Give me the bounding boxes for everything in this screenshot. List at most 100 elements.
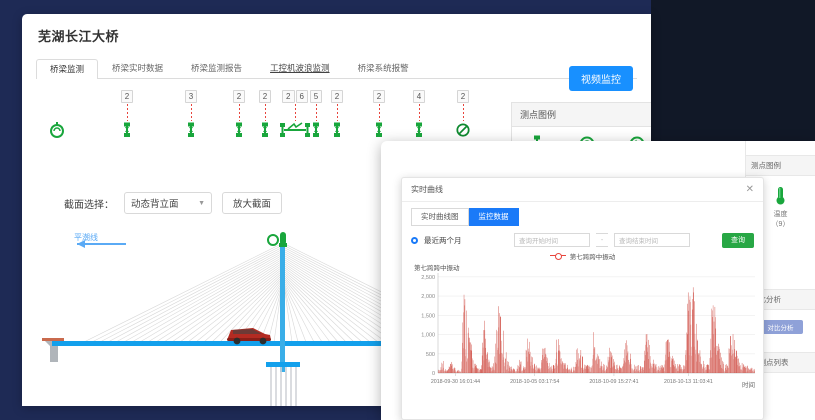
bridge-cables-left (83, 243, 282, 343)
sensor-group-0[interactable] (50, 122, 64, 143)
tide-arrow-icon (77, 240, 126, 248)
sensor-connector-line (294, 104, 296, 121)
sensor-badge: 2 (232, 90, 246, 103)
section-selector-value: 动态背立面 (131, 199, 179, 210)
sensor-group-1[interactable]: 2 (120, 90, 134, 143)
sensor-badge-row: 3 (184, 90, 198, 103)
query-button[interactable]: 查询 (722, 232, 754, 248)
page-title: 芜湖长江大桥 (38, 29, 120, 44)
sensor-badge-row: 2 (330, 90, 344, 103)
sensor-badge: 2 (258, 90, 272, 103)
video-monitoring-button[interactable]: 视频监控 (569, 66, 633, 91)
sensor-connector-line (378, 104, 380, 121)
sensor-icon[interactable] (258, 122, 272, 143)
sensor-connector-line (190, 104, 192, 121)
sensor-connector-line (315, 104, 317, 121)
chart-xlabel: 时间 (742, 381, 755, 389)
sensor-badge-row: 5 (309, 90, 323, 103)
sidebar-legend-header: 测点图例 (746, 155, 815, 176)
recent-two-months-label: 最近两个月 (424, 235, 462, 245)
svg-text:1,000: 1,000 (421, 332, 435, 338)
sensor-icon[interactable] (232, 122, 246, 143)
sensor-group-6[interactable]: 5 (309, 90, 323, 143)
sensor-badge-row: 4 (412, 90, 426, 103)
section-selector-label: 截面选择： (64, 199, 114, 211)
compare-analysis-button[interactable]: 对比分析 (758, 320, 803, 334)
sensor-badge-row: 2 (232, 90, 246, 103)
sensor-group-3[interactable]: 2 (232, 90, 246, 143)
sensor-badge: 3 (184, 90, 198, 103)
sensor-badge: 6 (295, 90, 308, 103)
sensor-badge-row: 2 (120, 90, 134, 103)
modal-title: 实时曲线 (411, 185, 443, 194)
close-icon[interactable]: ✕ (745, 183, 754, 195)
start-date-input[interactable]: 查询开始时间 (514, 233, 590, 247)
section-selector-dropdown[interactable]: 动态背立面 ▼ (124, 192, 212, 214)
chart-canvas: 500 1,000 1,500 2,000 2,500 0 2018-09-30 16:01… (421, 272, 755, 385)
chart-legend[interactable]: 第七跨跨中振动 (402, 251, 763, 261)
modal-tab-1[interactable]: 监控数据 (468, 208, 519, 226)
sensor-group-10[interactable]: 2 (456, 90, 470, 143)
vehicle-icon (227, 328, 271, 345)
zoom-section-button[interactable]: 放大截面 (222, 192, 283, 214)
realtime-curve-modal: 实时曲线 ✕ 实时曲线图 监控数据 最近两个月 查询开始时间 - 查询结束时间 查… (401, 177, 764, 420)
sensor-badge-row: 2 (258, 90, 272, 103)
legend-series-label: 第七跨跨中振动 (569, 253, 616, 261)
sensor-badge: 2 (372, 90, 386, 103)
legend-series-marker-icon (549, 252, 566, 260)
sensor-connector-line (238, 104, 240, 121)
vibration-chart: 第七跨跨中振动 500 1,000 1,500 2,000 2,500 0 2018-09-… (408, 263, 757, 403)
sensor-badge: 5 (309, 90, 323, 103)
pylon-sensor-icons[interactable] (267, 232, 287, 247)
sensor-icon[interactable] (330, 122, 344, 143)
recent-two-months-radio[interactable] (411, 236, 418, 244)
vibration-icon[interactable] (280, 122, 310, 143)
tab-4[interactable]: 桥梁系统报警 (357, 62, 409, 73)
sidebar-temperature-sensor[interactable]: 温度 （9） (746, 176, 815, 244)
sidebar-sensor-count: （9） (771, 221, 790, 228)
section-selector-row: 截面选择： 动态背立面 ▼ 放大截面 (64, 192, 283, 214)
sensor-badge: 2 (456, 90, 470, 103)
sensor-group-2[interactable]: 3 (184, 90, 198, 143)
bridge-pile-cap (266, 362, 300, 367)
sensor-group-4[interactable]: 2 (258, 90, 272, 143)
bridge-piles (270, 367, 297, 406)
svg-text:2018-10-13 11:03:41: 2018-10-13 11:03:41 (664, 379, 713, 385)
svg-text:2,000: 2,000 (421, 294, 435, 300)
alarm-bell-icon[interactable] (50, 122, 64, 143)
sensor-group-7[interactable]: 2 (330, 90, 344, 143)
sidebar-sensor-caption: 温度 (773, 211, 788, 218)
svg-text:1,500: 1,500 (421, 313, 435, 319)
tab-0[interactable]: 桥梁监测 (36, 58, 99, 79)
legend-panel-title: 测点图例 (512, 103, 651, 127)
modal-tab-0[interactable]: 实时曲线图 (411, 208, 469, 226)
sensor-group-8[interactable]: 2 (372, 90, 386, 143)
svg-text:2018-10-09 15:27:41: 2018-10-09 15:27:41 (589, 379, 638, 385)
chart-title: 第七跨跨中振动 (414, 264, 460, 272)
modal-filter-row: 最近两个月 查询开始时间 - 查询结束时间 查询 (402, 226, 763, 250)
sensor-icon[interactable] (309, 122, 323, 143)
svg-text:2018-09-30 16:01:44: 2018-09-30 16:01:44 (431, 379, 480, 385)
sensor-connector-line (336, 104, 338, 121)
end-date-input[interactable]: 查询结束时间 (614, 233, 690, 247)
bridge-pylon (280, 242, 285, 372)
sensor-connector-line (462, 104, 464, 121)
tab-2[interactable]: 桥梁监测报告 (191, 62, 243, 73)
main-tabbar: 桥梁监测 桥梁实时数据 桥梁监测报告 工控机波浪监测 桥梁系统报警 (36, 53, 637, 79)
tide-line-label: 平潮线 (74, 233, 98, 242)
sensor-icon[interactable] (372, 122, 386, 143)
tab-1[interactable]: 桥梁实时数据 (112, 62, 164, 73)
realtime-curve-window: 测点图例 温度 （9） 对比分析 对比分析 监测点列表 实时曲线 ✕ 实时曲线图… (381, 141, 815, 420)
sensor-icon[interactable] (412, 122, 426, 143)
sensor-icon[interactable] (184, 122, 198, 143)
sensor-connector-line (126, 104, 128, 121)
forbidden-icon[interactable] (456, 122, 470, 143)
svg-text:2018-10-05 03:17:54: 2018-10-05 03:17:54 (510, 379, 559, 385)
tab-3[interactable]: 工控机波浪监测 (270, 62, 330, 73)
bridge-deck-left (52, 341, 390, 346)
sensor-icon[interactable] (120, 122, 134, 143)
sensor-group-9[interactable]: 4 (412, 90, 426, 143)
